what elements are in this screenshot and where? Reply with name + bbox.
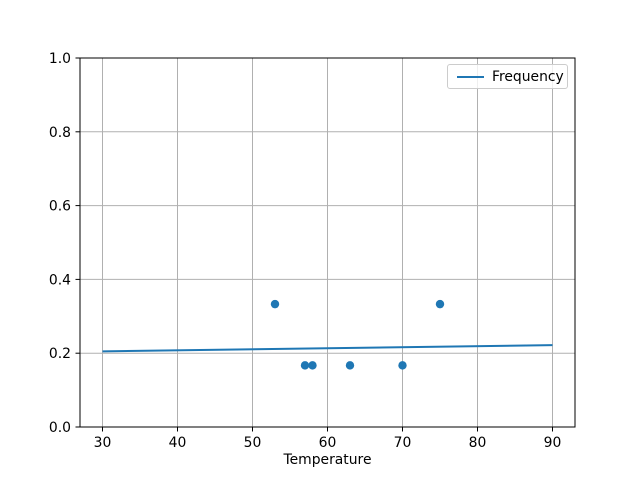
y-tick-label: 0.4: [49, 272, 71, 288]
scatter-point: [435, 299, 445, 309]
y-tick-label: 0.2: [49, 346, 71, 362]
x-tick-label: 70: [394, 435, 412, 451]
y-tick-label: 0.6: [49, 199, 71, 215]
x-tick-label: 80: [469, 435, 487, 451]
scatter-point: [300, 361, 310, 370]
legend-label: Frequency: [492, 68, 564, 85]
scatter-point: [345, 361, 355, 370]
scatter-point: [398, 361, 407, 370]
y-tick-label: 0.0: [49, 420, 71, 436]
x-tick-label: 40: [169, 435, 187, 451]
x-tick-label: 50: [244, 435, 262, 451]
x-tick-label: 60: [319, 435, 337, 451]
x-tick-label: 30: [94, 435, 112, 451]
legend-line-sample: [457, 75, 484, 78]
x-axis-label: Temperature: [283, 452, 372, 468]
scatter-point: [270, 299, 280, 309]
frequency-trend-line: [102, 344, 553, 353]
scatter-point: [308, 361, 317, 370]
y-tick-label: 0.8: [49, 125, 71, 141]
y-tick-label: 1.0: [49, 51, 71, 67]
x-tick-label: 90: [544, 435, 562, 451]
legend: Frequency: [447, 64, 568, 89]
